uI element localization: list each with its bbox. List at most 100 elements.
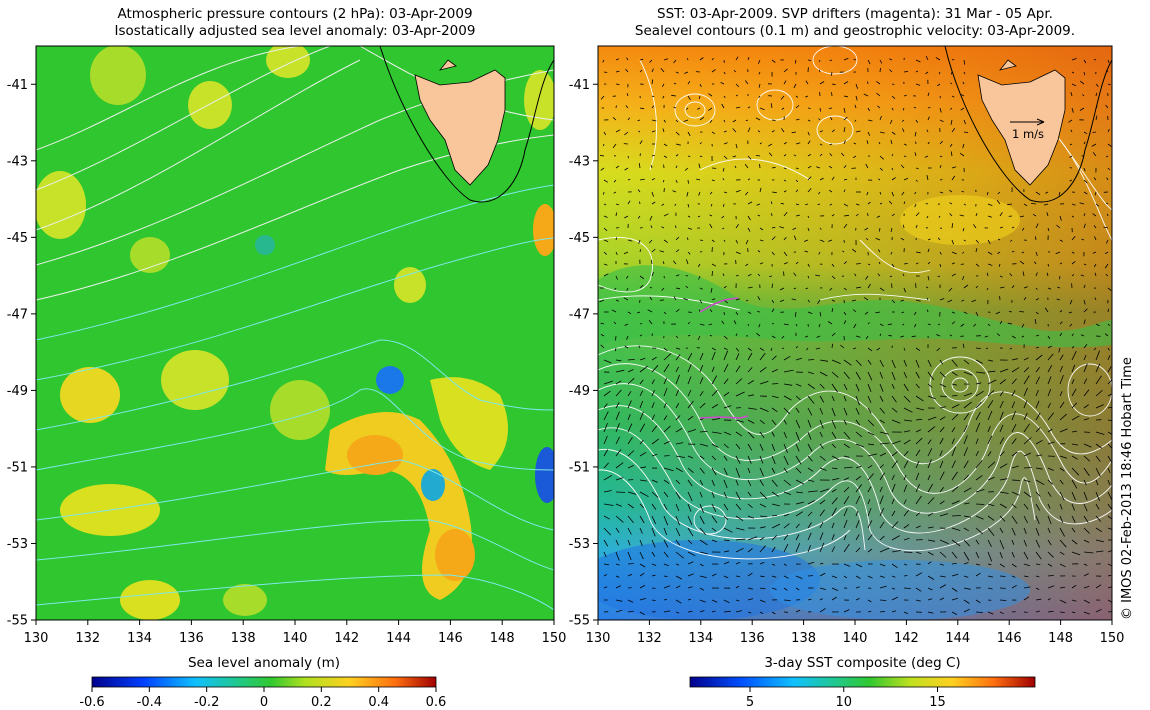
velocity-arrow — [879, 167, 883, 171]
velocity-arrow — [603, 411, 609, 421]
velocity-arrow — [1083, 551, 1094, 554]
velocity-arrow — [999, 575, 1006, 577]
velocity-arrow — [1105, 104, 1109, 109]
velocity-arrow — [794, 311, 797, 317]
velocity-arrow — [843, 519, 848, 529]
velocity-arrow — [687, 400, 694, 409]
velocity-arrow — [915, 59, 921, 63]
velocity-arrow — [973, 224, 977, 229]
velocity-arrow — [710, 287, 713, 293]
velocity-arrow — [855, 83, 858, 89]
velocity-arrow — [771, 395, 779, 399]
velocity-arrow — [950, 151, 953, 157]
velocity-arrow — [987, 323, 991, 327]
velocity-arrow — [603, 203, 607, 206]
velocity-arrow — [687, 237, 689, 241]
velocity-arrow — [1011, 335, 1016, 339]
velocity-arrow — [663, 155, 668, 158]
velocity-arrow — [723, 491, 727, 499]
velocity-arrow — [1107, 379, 1112, 385]
velocity-arrow — [735, 391, 745, 397]
velocity-arrow — [651, 177, 656, 181]
lat-tick-label: -49 — [569, 384, 590, 399]
velocity-arrow — [867, 322, 870, 325]
velocity-arrow — [807, 395, 815, 404]
velocity-arrow — [639, 563, 646, 568]
sst-colorbar-label: 3-day SST composite (deg C) — [764, 655, 961, 671]
velocity-arrow — [828, 165, 833, 169]
velocity-arrow — [903, 474, 907, 481]
velocity-arrow — [673, 106, 677, 109]
velocity-arrow — [1047, 575, 1054, 577]
velocity-arrow — [699, 83, 702, 88]
lon-tick-label: 134 — [688, 631, 713, 646]
lon-tick-label: 138 — [791, 631, 816, 646]
velocity-arrow — [795, 523, 800, 529]
velocity-arrow — [903, 587, 911, 589]
velocity-arrow — [1071, 479, 1078, 489]
velocity-arrow — [663, 425, 671, 433]
velocity-arrow — [829, 287, 833, 291]
velocity-arrow — [855, 335, 861, 338]
velocity-arrow — [673, 82, 677, 85]
velocity-arrow — [699, 299, 703, 304]
velocity-arrow — [651, 365, 659, 373]
velocity-arrow — [651, 333, 653, 337]
velocity-arrow — [759, 142, 762, 145]
velocity-arrow — [1011, 390, 1016, 397]
velocity-arrow — [959, 152, 965, 157]
velocity-arrow — [1071, 235, 1076, 241]
velocity-arrow — [733, 320, 737, 325]
velocity-arrow — [723, 335, 728, 340]
velocity-arrow — [879, 464, 884, 469]
velocity-arrow — [843, 287, 847, 291]
velocity-arrow — [1107, 431, 1112, 435]
velocity-arrow — [987, 379, 997, 385]
velocity-arrow — [853, 142, 857, 145]
velocity-arrow — [747, 503, 753, 509]
velocity-arrow — [615, 58, 620, 61]
velocity-arrow — [843, 535, 847, 541]
velocity-arrow — [939, 251, 942, 255]
velocity-arrow — [648, 239, 653, 244]
velocity-arrow — [603, 179, 609, 183]
velocity-arrow — [747, 572, 753, 577]
velocity-arrow — [783, 479, 792, 486]
velocity-arrow — [878, 178, 881, 181]
velocity-arrow — [783, 431, 787, 439]
velocity-arrow — [627, 503, 634, 509]
velocity-arrow — [1071, 503, 1075, 511]
velocity-arrow — [1071, 599, 1077, 602]
velocity-arrow — [603, 462, 609, 469]
velocity-arrow — [987, 575, 994, 578]
velocity-arrow — [1059, 310, 1063, 313]
velocity-arrow — [783, 251, 788, 257]
velocity-arrow — [999, 368, 1009, 373]
velocity-arrow — [795, 346, 799, 349]
left-title: Atmospheric pressure contours (2 hPa): 0… — [36, 6, 554, 40]
velocity-arrow — [757, 311, 761, 313]
velocity-arrow — [627, 423, 633, 433]
velocity-arrow — [759, 599, 766, 603]
lon-tick-label: 148 — [1048, 631, 1073, 646]
velocity-arrow — [639, 585, 646, 589]
lon-tick-label: 144 — [945, 631, 970, 646]
velocity-arrow — [603, 390, 611, 397]
velocity-arrow — [615, 423, 620, 433]
velocity-arrow — [831, 343, 833, 349]
velocity-arrow — [807, 140, 811, 145]
velocity-arrow — [879, 507, 885, 517]
velocity-arrow — [879, 452, 887, 457]
velocity-arrow — [615, 551, 620, 561]
velocity-arrow — [1035, 389, 1039, 397]
velocity-arrow — [1023, 491, 1032, 498]
velocity-arrow — [1071, 551, 1081, 556]
velocity-arrow — [783, 443, 788, 454]
velocity-arrow — [723, 515, 728, 520]
velocity-arrow — [627, 117, 631, 121]
velocity-arrow — [1071, 346, 1075, 349]
velocity-arrow — [651, 154, 655, 157]
velocity-arrow — [623, 251, 629, 255]
velocity-arrow — [971, 299, 977, 303]
velocity-arrow — [603, 527, 612, 536]
